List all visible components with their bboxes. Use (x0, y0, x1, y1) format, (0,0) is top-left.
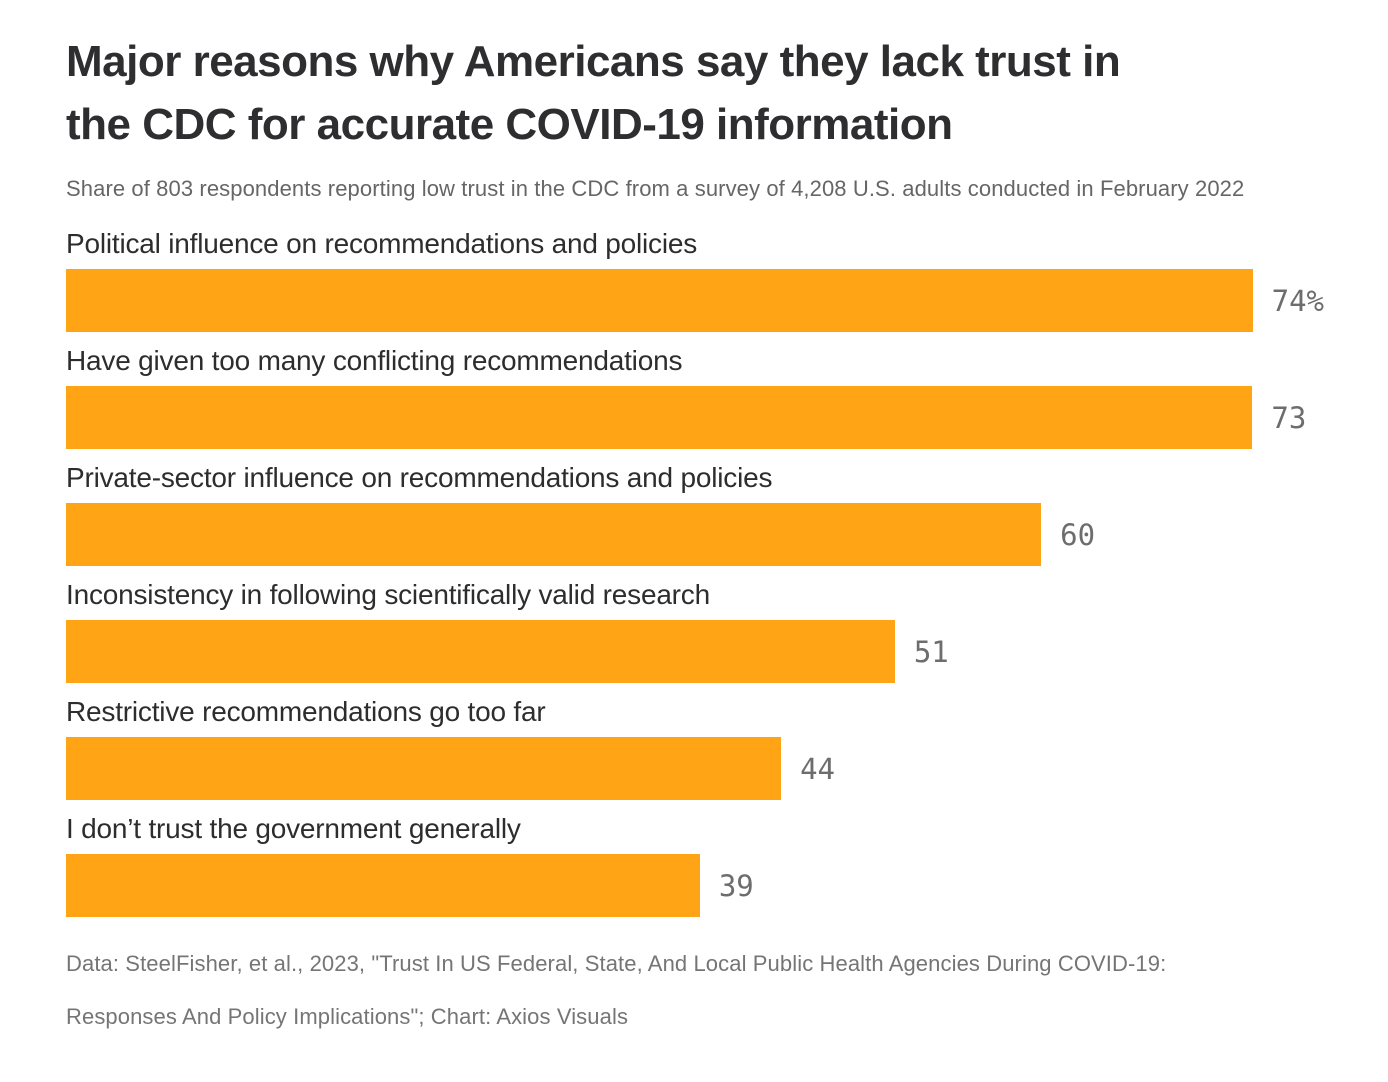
bar-category-label: Inconsistency in following scientificall… (66, 579, 710, 610)
bar-value-label: 74% (1271, 283, 1324, 318)
bar-row: Political influence on recommendations a… (66, 228, 1324, 332)
bar-row: Have given too many conflicting recommen… (66, 345, 1324, 449)
bar-row: Private-sector influence on recommendati… (66, 462, 1324, 566)
bar (66, 503, 1042, 566)
bar-chart: Political influence on recommendations a… (66, 228, 1324, 917)
bar-category-label: Political influence on recommendations a… (66, 228, 698, 259)
chart-subtitle: Share of 803 respondents reporting low t… (66, 176, 1245, 201)
bar-value-label: 39 (718, 868, 754, 903)
bar-row: Restrictive recommendations go too far 4… (66, 696, 1324, 800)
bar-track: 51 (66, 620, 1324, 683)
bar-row: Inconsistency in following scientificall… (66, 579, 1324, 683)
bar-track: 74% (66, 269, 1324, 332)
bar-value-label: 73 (1271, 400, 1307, 435)
bar-category-label: Private-sector influence on recommendati… (66, 462, 773, 493)
bar-track: 44 (66, 737, 1324, 800)
bar (66, 386, 1253, 449)
bar (66, 737, 782, 800)
bar (66, 620, 895, 683)
source-line-2: Responses And Policy Implications"; Char… (66, 1004, 629, 1029)
bar-category-label: Have given too many conflicting recommen… (66, 345, 683, 376)
source-note: Data: SteelFisher, et al., 2023, "Trust … (66, 951, 1324, 1030)
bar (66, 269, 1253, 332)
bar-track: 60 (66, 503, 1324, 566)
page-title: Major reasons why Americans say they lac… (66, 30, 1324, 156)
source-line-1: Data: SteelFisher, et al., 2023, "Trust … (66, 951, 1167, 976)
bar-category-label: Restrictive recommendations go too far (66, 696, 546, 727)
bar-track: 73 (66, 386, 1324, 449)
bar-category-label: I don’t trust the government generally (66, 813, 521, 844)
bar-value-label: 60 (1060, 517, 1096, 552)
bar-value-label: 51 (913, 634, 949, 669)
bar-track: 39 (66, 854, 1324, 917)
bar-value-label: 44 (800, 751, 835, 786)
bar (66, 854, 700, 917)
bar-row: I don’t trust the government generally 3… (66, 813, 1324, 917)
title-line-2: the CDC for accurate COVID-19 informatio… (66, 100, 953, 149)
title-line-1: Major reasons why Americans say they lac… (66, 37, 1121, 86)
